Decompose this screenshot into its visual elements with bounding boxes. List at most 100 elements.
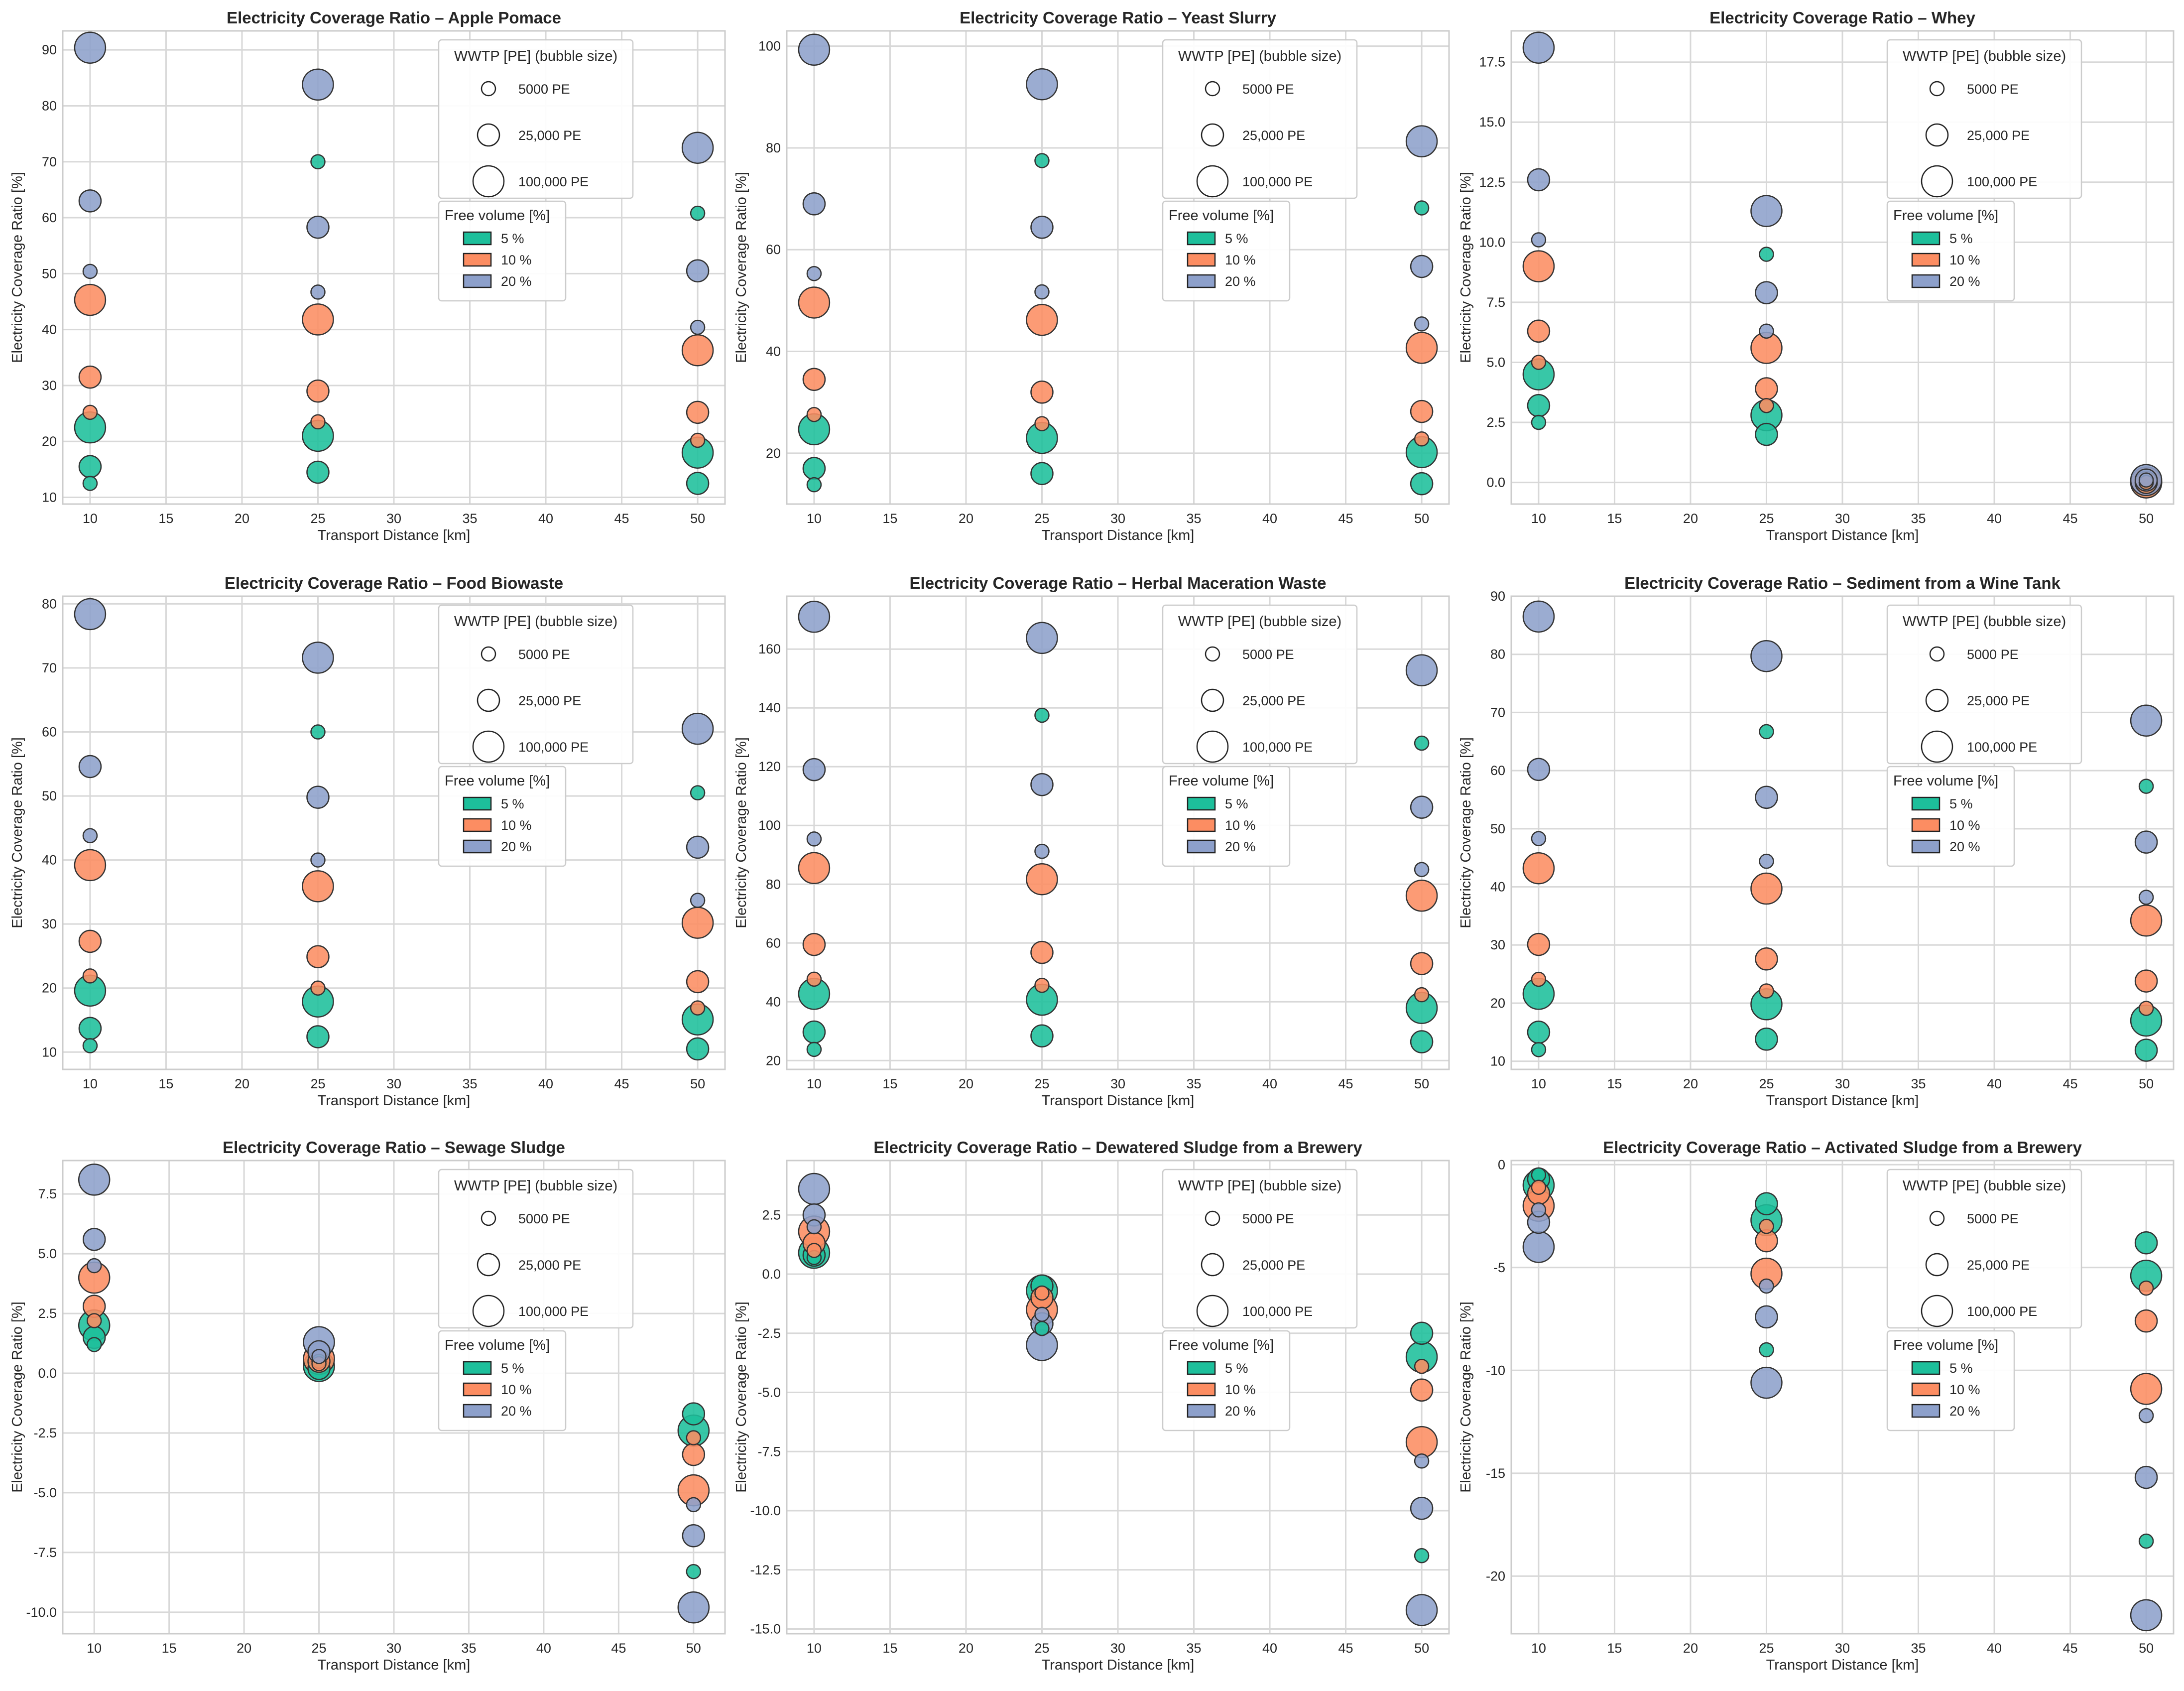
data-bubble-20pct-25000pe: [2134, 1465, 2158, 1489]
x-tick-label: 25: [1034, 511, 1049, 526]
y-tick-label: 80: [1490, 647, 1505, 662]
x-tick-label: 15: [882, 1076, 897, 1091]
legend-size-label: 5000 PE: [1242, 82, 1294, 97]
y-tick-label: 80: [766, 877, 781, 892]
legend-size-marker: [1196, 1295, 1229, 1327]
legend-bubble-size: WWTP [PE] (bubble size) 5000 PE 25,000 PE 1…: [438, 604, 634, 765]
data-bubble-10pct-25000pe: [802, 368, 826, 391]
legend-size-marker: [472, 730, 505, 763]
data-bubble-10pct-100000pe: [2130, 904, 2163, 937]
x-tick-label: 10: [83, 511, 98, 526]
data-bubble-5pct-25000pe: [1755, 1028, 1778, 1051]
legend-color-label: 5 %: [1949, 231, 1973, 246]
data-bubble-5pct-5000pe: [1759, 247, 1774, 262]
data-bubble-10pct-25000pe: [1410, 1378, 1434, 1402]
data-bubble-5pct-5000pe: [686, 1564, 702, 1579]
data-bubble-10pct-5000pe: [1531, 1179, 1547, 1195]
legend-size-label: 5000 PE: [1967, 647, 2019, 662]
data-bubble-20pct-5000pe: [2138, 472, 2154, 488]
legend-size-marker: [477, 123, 500, 147]
data-bubble-10pct-100000pe: [1522, 250, 1555, 282]
data-bubble-20pct-100000pe: [78, 1164, 111, 1196]
legend-swatch: [463, 274, 492, 288]
y-tick-label: 50: [42, 788, 57, 803]
legend-color-label: 5 %: [1225, 796, 1248, 811]
y-tick-label: 40: [766, 344, 781, 359]
x-tick-label: 25: [310, 511, 325, 526]
data-bubble-10pct-5000pe: [82, 968, 98, 984]
legend-size-marker: [481, 1210, 496, 1226]
data-bubble-10pct-25000pe: [1527, 319, 1551, 343]
data-bubble-5pct-5000pe: [690, 785, 706, 800]
legend-size-label: 25,000 PE: [518, 128, 581, 143]
data-bubble-20pct-100000pe: [1522, 1231, 1555, 1263]
legend-swatch: [1187, 796, 1216, 811]
x-tick-label: 50: [2139, 1076, 2154, 1091]
y-tick-label: 160: [758, 642, 781, 656]
data-bubble-20pct-100000pe: [74, 598, 107, 631]
y-tick-label: 2.5: [38, 1306, 57, 1321]
x-axis-label: Transport Distance [km]: [1766, 1657, 1919, 1673]
legend-color-label: 10 %: [501, 1382, 532, 1397]
legend-swatch: [1911, 1382, 1941, 1397]
legend-color-label: 20 %: [1225, 1404, 1256, 1419]
x-tick-label: 20: [235, 511, 249, 526]
y-tick-label: 5.0: [1486, 355, 1505, 370]
legend-size-label: 100,000 PE: [518, 174, 589, 189]
x-tick-label: 20: [1683, 511, 1698, 526]
data-bubble-20pct-5000pe: [310, 284, 326, 300]
data-bubble-10pct-5000pe: [1531, 971, 1547, 987]
data-bubble-5pct-5000pe: [1531, 1042, 1547, 1057]
plot-frame: [1510, 1160, 2175, 1635]
legend-box: [1886, 1169, 2082, 1329]
x-tick-label: 45: [2063, 1076, 2078, 1091]
data-bubble-5pct-5000pe: [310, 724, 326, 740]
y-tick-label: 0.0: [1486, 475, 1505, 490]
legend-color-label: 20 %: [1949, 1404, 1980, 1419]
legend-size-marker: [1925, 1253, 1949, 1277]
data-bubble-10pct-5000pe: [1759, 1218, 1774, 1234]
x-tick-label: 20: [1683, 1641, 1698, 1656]
plot-frame: [62, 30, 726, 505]
x-axis-label: Transport Distance [km]: [1042, 1093, 1195, 1109]
legend-title: WWTP [PE] (bubble size): [454, 48, 617, 64]
legend-swatch: [463, 796, 492, 811]
legend-swatch: [1187, 818, 1216, 832]
legend-title: Free volume [%]: [1169, 773, 1274, 789]
data-bubble-20pct-25000pe: [1527, 168, 1551, 192]
data-bubble-5pct-5000pe: [1414, 735, 1430, 751]
data-bubble-5pct-5000pe: [1414, 200, 1430, 216]
x-tick-label: 35: [461, 1641, 476, 1656]
legend-size-label: 5000 PE: [1242, 1211, 1294, 1226]
legend-title: WWTP [PE] (bubble size): [1903, 614, 2066, 630]
data-bubble-10pct-100000pe: [798, 852, 831, 885]
data-bubble-10pct-100000pe: [1750, 872, 1783, 905]
data-bubble-10pct-5000pe: [1531, 355, 1547, 370]
x-tick-label: 30: [1110, 1076, 1125, 1091]
x-tick-label: 30: [1835, 1076, 1850, 1091]
legend-size-marker: [1205, 81, 1220, 97]
x-tick-label: 15: [1607, 1076, 1622, 1091]
legend-swatch: [1187, 1404, 1216, 1418]
data-bubble-20pct-5000pe: [1759, 323, 1774, 339]
legend-size-marker: [1929, 646, 1945, 662]
data-bubble-20pct-100000pe: [1750, 1366, 1783, 1399]
data-bubble-10pct-25000pe: [2134, 1309, 2158, 1333]
data-bubble-20pct-5000pe: [2138, 1408, 2154, 1424]
data-bubble-10pct-5000pe: [686, 1430, 702, 1445]
legend-color-label: 5 %: [1949, 796, 1973, 811]
data-bubble-20pct-25000pe: [82, 1228, 106, 1251]
data-bubble-10pct-100000pe: [1405, 880, 1438, 912]
legend-free-volume: Free volume [%] 5 % 10 % 20 %: [1162, 766, 1291, 867]
data-bubble-20pct-25000pe: [306, 785, 330, 809]
data-bubble-10pct-5000pe: [690, 432, 706, 448]
data-bubble-10pct-25000pe: [1030, 940, 1054, 964]
y-tick-label: 10: [1490, 1054, 1505, 1069]
legend-swatch: [1187, 253, 1216, 267]
legend-color-label: 5 %: [501, 1361, 524, 1376]
data-bubble-5pct-25000pe: [1030, 462, 1054, 485]
data-bubble-20pct-25000pe: [1410, 1497, 1434, 1520]
legend-size-label: 5000 PE: [1967, 1211, 2019, 1226]
legend-free-volume: Free volume [%] 5 % 10 % 20 %: [438, 200, 567, 302]
x-tick-label: 20: [237, 1641, 251, 1656]
